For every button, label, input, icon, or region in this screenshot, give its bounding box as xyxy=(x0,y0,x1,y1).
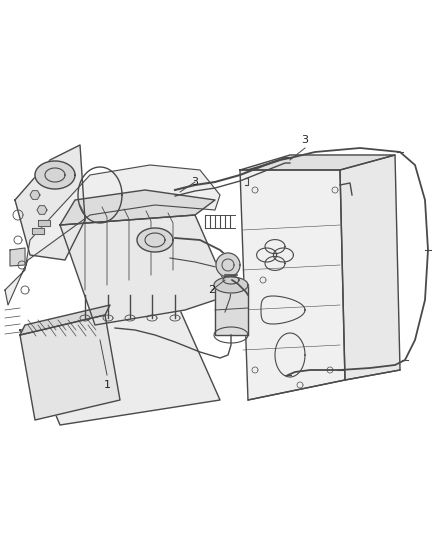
Text: 3: 3 xyxy=(301,135,308,145)
Polygon shape xyxy=(216,253,240,277)
Polygon shape xyxy=(214,277,248,293)
Polygon shape xyxy=(215,285,248,335)
Text: 2: 2 xyxy=(208,285,215,295)
Polygon shape xyxy=(15,145,85,260)
Polygon shape xyxy=(240,170,345,400)
Polygon shape xyxy=(5,165,220,305)
Polygon shape xyxy=(38,220,50,226)
Polygon shape xyxy=(32,228,44,234)
Polygon shape xyxy=(60,215,230,325)
Text: 3: 3 xyxy=(191,177,198,187)
Polygon shape xyxy=(340,155,400,380)
Polygon shape xyxy=(60,190,215,225)
Polygon shape xyxy=(20,315,120,420)
Polygon shape xyxy=(35,161,75,189)
Polygon shape xyxy=(20,310,220,425)
Text: 1: 1 xyxy=(103,380,110,390)
Polygon shape xyxy=(137,228,173,252)
Polygon shape xyxy=(20,305,110,335)
Polygon shape xyxy=(240,155,395,170)
Polygon shape xyxy=(30,191,40,199)
Polygon shape xyxy=(37,206,47,214)
Polygon shape xyxy=(10,248,25,266)
